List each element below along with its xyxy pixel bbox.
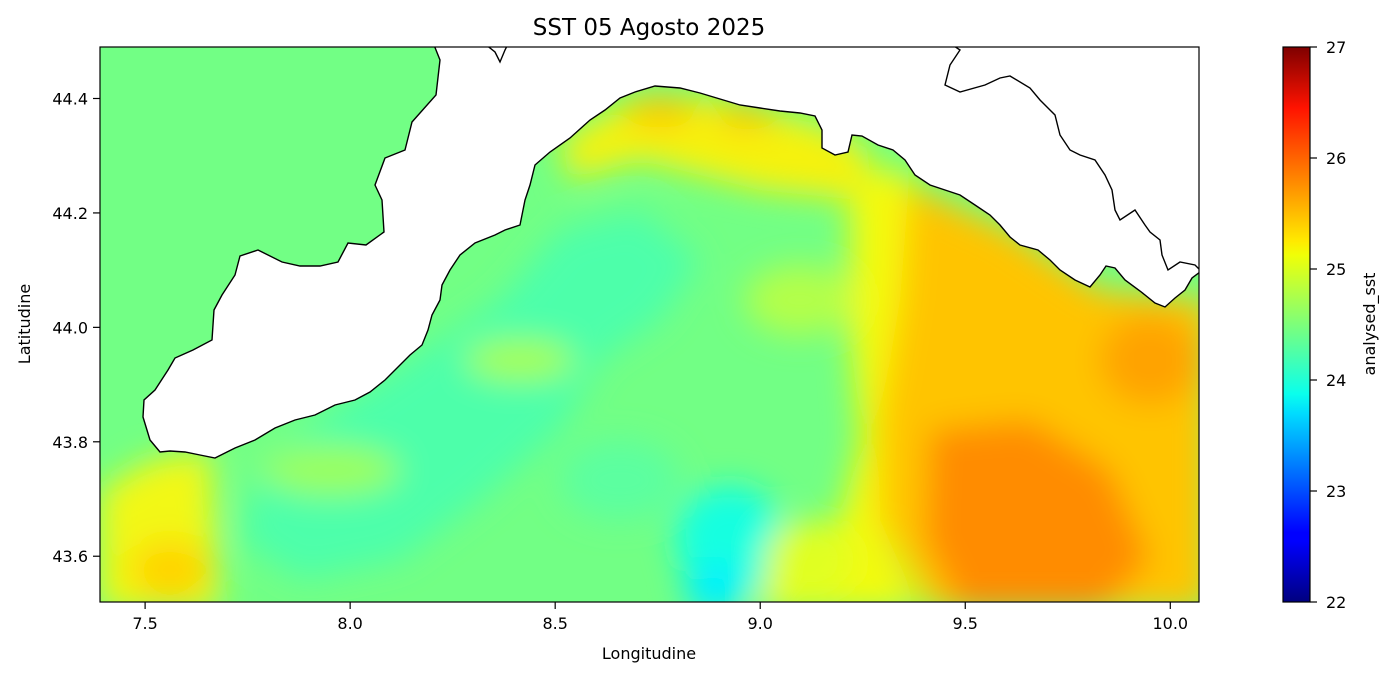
colorbar-tick-label: 22: [1326, 593, 1346, 612]
x-tick-label: 8.5: [542, 614, 567, 633]
plot-area: [100, 47, 1199, 602]
sst-warm-streak-3: [260, 445, 400, 495]
colorbar-label: analysed_sst: [1360, 273, 1380, 376]
y-axis: 43.6 43.8 44.0 44.2 44.4: [52, 89, 100, 566]
colorbar-tick-label: 25: [1326, 260, 1346, 279]
colorbar: 22 23 24 25 26 27 analysed_sst: [1282, 38, 1380, 612]
sst-field-blobs: [100, 95, 1199, 602]
sst-genoa-patch: [625, 96, 695, 128]
x-tick-label: 10.0: [1152, 614, 1188, 633]
sst-genoa-patch-2: [715, 106, 775, 130]
sst-warm-streak-2: [745, 265, 855, 335]
land-north-border: [487, 47, 508, 64]
land-west: [142, 47, 1199, 459]
colorbar-tick-label: 23: [1326, 482, 1346, 501]
x-tick-label: 9.5: [953, 614, 978, 633]
chart-title: SST 05 Agosto 2025: [533, 15, 765, 41]
land-east-interior: [944, 47, 1199, 272]
x-tick-label: 8.0: [337, 614, 362, 633]
sst-yellow-band: [761, 170, 917, 602]
y-tick-label: 44.0: [52, 318, 88, 337]
colorbar-tick-label: 26: [1326, 149, 1346, 168]
sst-cool-patch: [560, 440, 680, 520]
sst-warm-core: [925, 420, 1150, 602]
sst-west-patch: [130, 540, 210, 600]
sst-warm-patch: [1100, 315, 1199, 405]
y-tick-label: 44.2: [52, 204, 88, 223]
x-tick-label: 9.0: [747, 614, 772, 633]
sst-south-warm: [765, 520, 855, 600]
y-tick-label: 44.4: [52, 89, 88, 108]
colorbar-gradient: [1282, 46, 1311, 603]
y-axis-label: Latitudine: [15, 284, 34, 364]
sst-warm-streak: [465, 340, 575, 380]
y-tick-label: 43.8: [52, 433, 88, 452]
plot-frame: [99, 46, 1200, 603]
y-tick-label: 43.6: [52, 547, 88, 566]
land-masses: [142, 47, 1199, 459]
x-tick-label: 7.5: [132, 614, 157, 633]
x-axis: 7.5 8.0 8.5 9.0 9.5 10.0: [132, 602, 1188, 633]
colorbar-tick-label: 27: [1326, 38, 1346, 57]
colorbar-tick-label: 24: [1326, 371, 1346, 390]
colorbar-ticks: 22 23 24 25 26 27: [1310, 38, 1346, 612]
sst-cool-core-2: [685, 565, 745, 602]
x-axis-label: Longitudine: [602, 644, 696, 663]
